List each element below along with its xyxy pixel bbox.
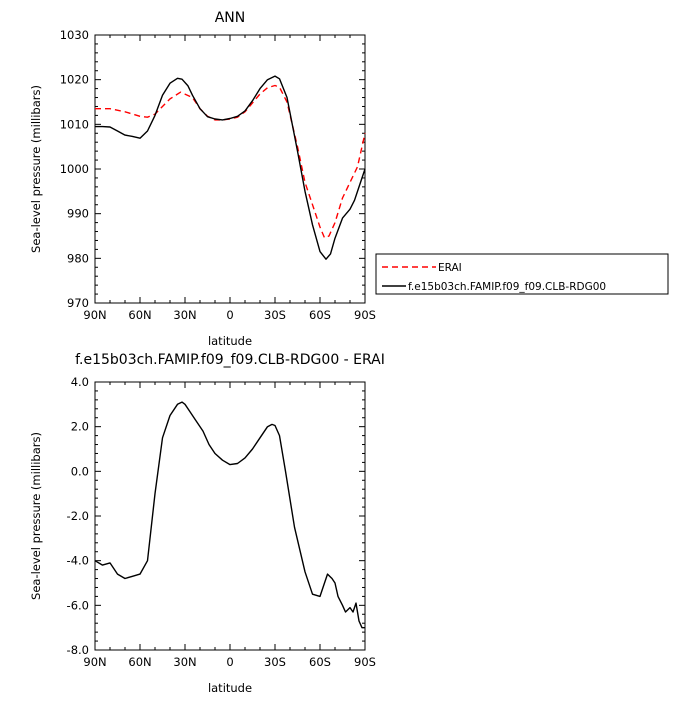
x-tick-label: 30N xyxy=(173,308,196,322)
x-tick-label: 60N xyxy=(128,655,151,669)
y-tick-label: 990 xyxy=(67,207,89,221)
series-line-0-1 xyxy=(95,75,366,260)
y-axis-label-top: Sea-level pressure (millibars) xyxy=(29,85,43,253)
x-tick-label: 60S xyxy=(309,308,331,322)
x-tick-label: 90S xyxy=(354,655,376,669)
y-tick-label: 1010 xyxy=(60,117,89,131)
x-tick-label: 90N xyxy=(83,308,106,322)
y-tick-label: 2.0 xyxy=(71,420,89,434)
x-tick-label: 30S xyxy=(264,655,286,669)
y-tick-label: -6.0 xyxy=(67,598,89,612)
x-tick-label: 0 xyxy=(226,655,233,669)
x-tick-label: 30N xyxy=(173,655,196,669)
legend: ERAI f.e15b03ch.FAMIP.f09_f09.CLB-RDG00 xyxy=(375,253,669,295)
plot-bottom: f.e15b03ch.FAMIP.f09_f09.CLB-RDG00 - ERA… xyxy=(29,352,385,695)
y-tick-label: 1030 xyxy=(60,28,89,42)
plot-title-bottom: f.e15b03ch.FAMIP.f09_f09.CLB-RDG00 - ERA… xyxy=(75,352,385,368)
x-axis-label-top: latitude xyxy=(208,334,252,348)
series-lines-top xyxy=(95,75,366,260)
y-tick-label: 1000 xyxy=(60,162,89,176)
plot-frame-top xyxy=(94,34,366,304)
x-tick-label: 60S xyxy=(309,655,331,669)
plot-title-top: ANN xyxy=(215,10,246,26)
y-tick-label: 970 xyxy=(67,296,89,310)
y-tick-label: 1020 xyxy=(60,73,89,87)
series-line-0-0 xyxy=(95,84,366,239)
y-ticks-bottom: -8.0 -6.0 -4.0 -2.0 0.0 2.0 4.0 xyxy=(67,375,365,657)
legend-box xyxy=(375,253,669,295)
series-lines-bottom xyxy=(94,401,365,629)
x-ticks-top: 90N 60N 30N 0 30S 60S 90S xyxy=(83,35,376,322)
x-ticks-bottom: 90N 60N 30N 0 30S 60S 90S xyxy=(83,382,376,669)
legend-label-erai: ERAI xyxy=(438,262,462,274)
x-axis-label-bottom: latitude xyxy=(208,681,252,695)
x-tick-label: 60N xyxy=(128,308,151,322)
plot-frame-bottom xyxy=(94,381,366,651)
y-tick-label: 4.0 xyxy=(71,375,89,389)
y-tick-label: -2.0 xyxy=(67,509,89,523)
plot-top: ANN 90N 60N 30N 0 30S 60S 90S 970 980 990 1000 101… xyxy=(29,10,669,348)
x-tick-label: 90S xyxy=(354,308,376,322)
y-tick-label: -4.0 xyxy=(67,554,89,568)
legend-label-model: f.e15b03ch.FAMIP.f09_f09.CLB-RDG00 xyxy=(408,281,606,293)
x-tick-label: 30S xyxy=(264,308,286,322)
series-line-1-0 xyxy=(94,401,365,629)
y-tick-label: 0.0 xyxy=(71,464,89,478)
x-tick-label: 90N xyxy=(83,655,106,669)
y-tick-label: 980 xyxy=(67,251,89,265)
x-tick-label: 0 xyxy=(226,308,233,322)
y-tick-label: -8.0 xyxy=(67,643,89,657)
y-axis-label-bottom: Sea-level pressure (millibars) xyxy=(29,432,43,600)
y-ticks-top: 970 980 990 1000 1010 1020 1030 xyxy=(60,28,365,310)
